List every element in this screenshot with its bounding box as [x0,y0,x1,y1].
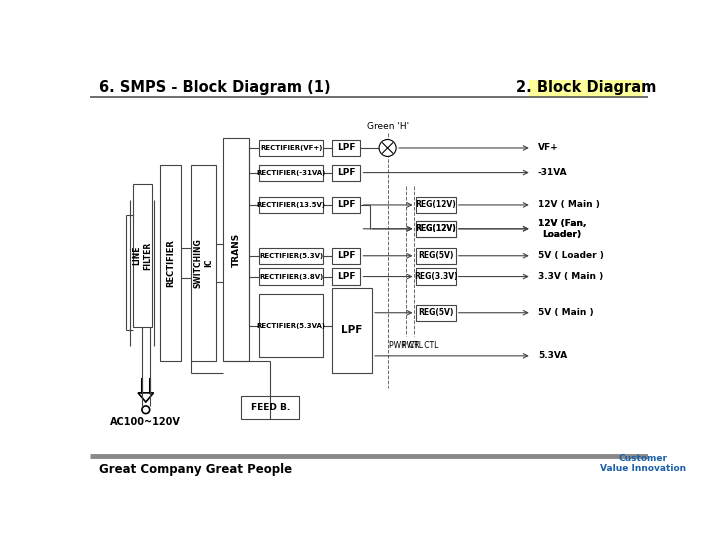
Text: VF+: VF+ [538,144,559,152]
Bar [241,396,300,419]
Bar [332,248,361,264]
Bar [332,165,361,181]
Text: 12V (Fan,
Loader): 12V (Fan, Loader) [538,219,586,239]
Text: 5V ( Main ): 5V ( Main ) [538,308,593,317]
Bar [191,165,215,361]
Text: 5V ( Loader ): 5V ( Loader ) [538,251,604,260]
Bar [259,268,323,285]
Text: Green 'H': Green 'H' [366,122,409,131]
Text: 12V (Fan,
Loader): 12V (Fan, Loader) [538,219,586,239]
Text: REG(12V): REG(12V) [415,200,456,210]
Text: FEED B.: FEED B. [251,403,290,412]
Text: Great Company Great People: Great Company Great People [99,463,292,476]
Text: 5.3VA: 5.3VA [538,352,567,360]
Text: REG(3.3V): REG(3.3V) [414,272,457,281]
Text: LPF: LPF [337,168,356,177]
Bar [223,138,249,361]
Text: LPF: LPF [337,144,356,152]
Bar [332,140,361,156]
Bar [132,184,152,327]
Circle shape [142,406,150,414]
Bar [415,221,456,237]
Polygon shape [138,393,153,402]
Bar [259,197,323,213]
Bar [415,305,456,321]
Text: 2. Block Diagram: 2. Block Diagram [516,80,656,96]
Text: -31VA: -31VA [538,168,567,177]
Text: RECTIFIER(-31VA): RECTIFIER(-31VA) [256,170,325,176]
Text: REG(12V): REG(12V) [415,224,456,233]
Bar [415,268,456,285]
Text: LPF: LPF [337,251,356,260]
Text: 3.3V ( Main ): 3.3V ( Main ) [538,272,603,281]
Bar [528,80,644,97]
Text: AC100~120V: AC100~120V [110,417,181,427]
Bar [259,294,323,357]
Text: TRANS: TRANS [232,233,240,267]
Text: RECTIFIER(5.3VA): RECTIFIER(5.3VA) [256,323,325,329]
Text: RECTIFIER(5.3V): RECTIFIER(5.3V) [259,253,323,259]
Bar [415,221,456,237]
Text: PWR CTL: PWR CTL [390,341,423,349]
Text: LINE
FILTER: LINE FILTER [132,241,152,269]
Text: LPF: LPF [341,326,363,335]
Bar [332,268,361,285]
Bar [259,248,323,264]
Text: RECTIFIER: RECTIFIER [166,239,175,287]
Text: PWR  CTL: PWR CTL [402,341,438,349]
Text: REG(5V): REG(5V) [418,308,454,317]
Text: 12V ( Main ): 12V ( Main ) [538,200,600,210]
Bar [259,140,323,156]
Text: RECTIFIER(13.5V): RECTIFIER(13.5V) [256,202,325,208]
Text: REG(5V): REG(5V) [418,251,454,260]
Bar [332,197,361,213]
Bar [415,197,456,213]
Bar [160,165,181,361]
Text: REG(12V): REG(12V) [415,224,456,233]
Text: Customer
Value Innovation: Customer Value Innovation [600,454,686,474]
Bar [332,288,372,373]
Text: SWITCHING
IC: SWITCHING IC [194,238,213,288]
Text: RECTIFIER(3.8V): RECTIFIER(3.8V) [259,274,323,280]
Bar [415,248,456,264]
Bar [259,165,323,181]
Text: LPF: LPF [337,200,356,210]
Text: LPF: LPF [337,272,356,281]
Text: 6. SMPS - Block Diagram (1): 6. SMPS - Block Diagram (1) [99,80,331,96]
Circle shape [379,139,396,157]
Text: RECTIFIER(VF+): RECTIFIER(VF+) [260,145,323,151]
